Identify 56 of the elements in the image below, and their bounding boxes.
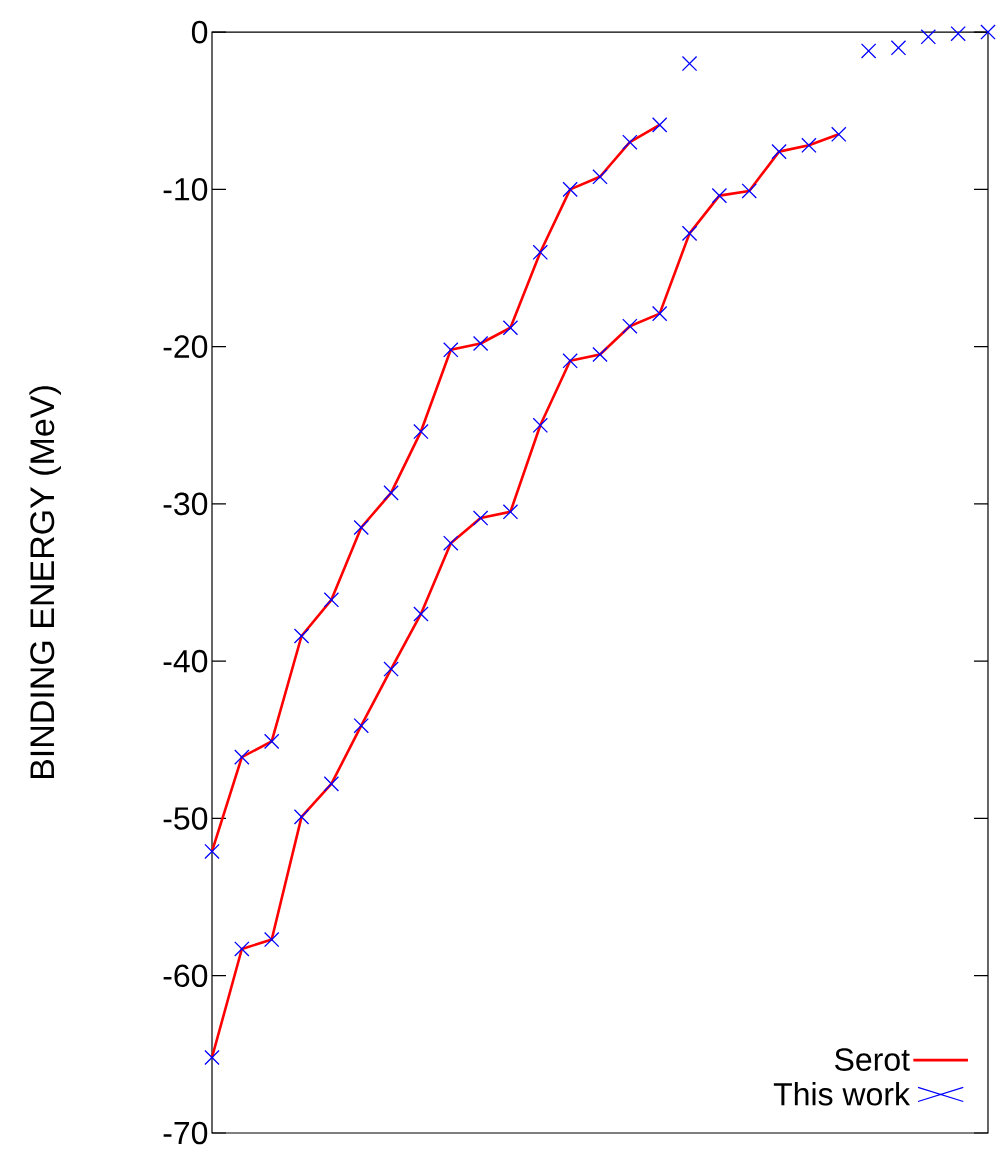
point (234, 749, 250, 765)
point (502, 504, 519, 520)
point (263, 931, 280, 948)
point (234, 941, 250, 957)
point (771, 143, 787, 160)
point (890, 40, 907, 56)
point (383, 485, 399, 501)
point (502, 320, 519, 336)
y-tick-label: -40 (163, 649, 208, 673)
point (204, 843, 220, 860)
point (293, 628, 310, 644)
point (950, 25, 966, 42)
point (532, 244, 549, 260)
point (920, 29, 937, 45)
point (860, 43, 877, 59)
y-tick-label: -30 (163, 492, 208, 516)
legend-label: This work (773, 1082, 911, 1106)
y-tick-label: -20 (163, 335, 208, 358)
y-axis-title: BINDING ENERGY (MeV) (29, 386, 61, 779)
point (263, 733, 280, 750)
point (323, 592, 340, 608)
point (472, 335, 489, 352)
point (413, 423, 429, 440)
legend-label: Serot (835, 1048, 910, 1071)
y-tick-label: -60 (163, 964, 208, 988)
point (562, 353, 578, 369)
y-tick-label: 0 (191, 20, 208, 44)
point (801, 137, 817, 154)
line-series (210, 123, 661, 853)
point (622, 134, 638, 150)
point (592, 169, 608, 185)
point (472, 510, 489, 526)
point (711, 187, 728, 204)
point (681, 55, 698, 72)
point (293, 809, 310, 825)
point (980, 24, 996, 40)
point (681, 225, 698, 242)
y-tick-label: -70 (163, 1121, 208, 1145)
point (353, 717, 369, 734)
point (353, 519, 369, 536)
y-tick-label: -10 (163, 178, 208, 201)
point (831, 126, 847, 143)
point (651, 305, 668, 322)
point (323, 776, 340, 792)
point (204, 1049, 220, 1066)
point (592, 346, 608, 363)
point (741, 183, 757, 199)
point (532, 417, 549, 433)
point (443, 342, 459, 358)
point (383, 661, 399, 677)
point (443, 535, 459, 551)
y-tick-label: -50 (163, 807, 208, 830)
point (651, 117, 668, 133)
point (413, 606, 429, 622)
point (622, 318, 638, 334)
point (562, 181, 578, 198)
